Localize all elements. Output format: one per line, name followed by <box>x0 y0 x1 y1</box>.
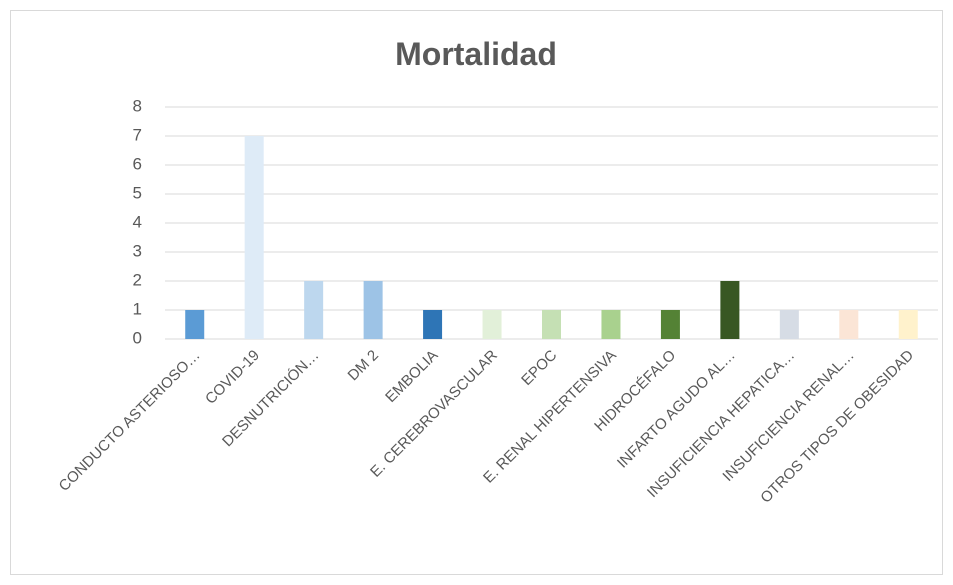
y-tick-label: 3 <box>133 241 142 260</box>
bar <box>898 310 918 339</box>
chart-title: Mortalidad <box>395 36 557 72</box>
bar <box>542 310 561 339</box>
y-tick-label: 4 <box>133 212 142 231</box>
y-tick-label: 5 <box>133 183 142 202</box>
bar <box>244 136 264 339</box>
bar <box>304 281 324 339</box>
bar <box>482 310 502 339</box>
bar <box>185 310 205 339</box>
chart-border <box>10 10 943 575</box>
bar <box>660 310 680 339</box>
y-tick-label: 0 <box>133 328 142 347</box>
bar <box>839 310 859 339</box>
bar <box>779 310 799 339</box>
y-tick-label: 1 <box>133 299 142 318</box>
y-tick-label: 2 <box>133 270 142 289</box>
y-tick-label: 7 <box>133 125 142 144</box>
y-tick-label: 8 <box>133 96 142 115</box>
bar <box>363 281 383 339</box>
y-tick-label: 6 <box>133 154 142 173</box>
bar <box>720 281 740 339</box>
bar <box>423 310 443 339</box>
bar <box>601 310 621 339</box>
